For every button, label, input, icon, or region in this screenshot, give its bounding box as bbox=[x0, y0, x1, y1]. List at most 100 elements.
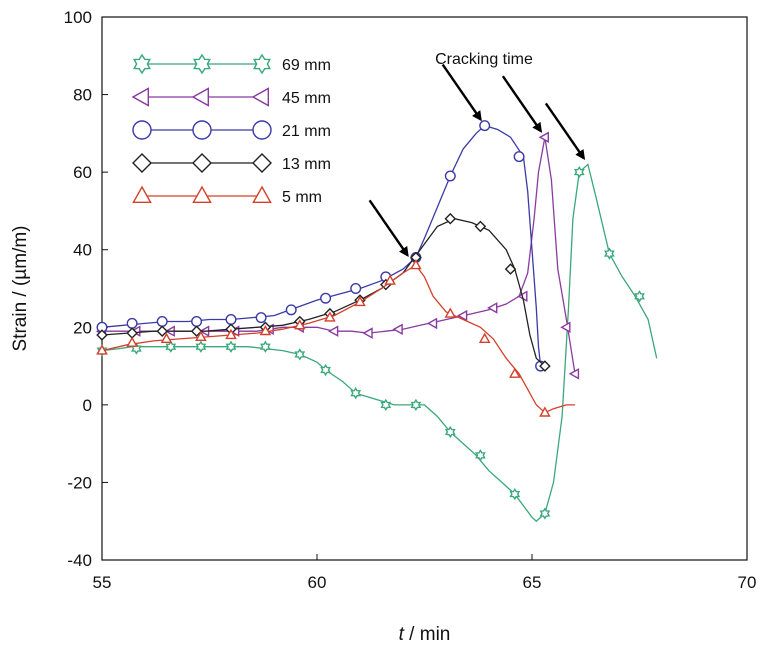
x-axis-unit: / min bbox=[404, 624, 450, 645]
legend-label-69-mm: 69 mm bbox=[282, 57, 331, 74]
plot-axes: -40 -20 0 20 40 60 80 100 55 60 65 70 t / min Strain … bbox=[10, 8, 756, 645]
data-point-45-mm bbox=[362, 327, 373, 339]
data-point-5-mm bbox=[410, 258, 422, 270]
data-point-45-mm bbox=[538, 131, 549, 143]
data-point-5-mm bbox=[96, 344, 108, 355]
cracking-arrow bbox=[501, 75, 543, 133]
data-point-21-mm bbox=[444, 170, 456, 182]
data-point-21-mm bbox=[126, 317, 138, 329]
data-point-45-mm bbox=[327, 325, 339, 337]
data-point-5-mm bbox=[478, 332, 491, 343]
data-point-69-mm bbox=[350, 387, 362, 400]
y-tick-label: -40 bbox=[67, 551, 92, 570]
x-axis-variable: t bbox=[399, 624, 405, 645]
y-tick-label: 80 bbox=[73, 86, 92, 105]
data-point-21-mm bbox=[320, 292, 332, 304]
data-point-45-mm bbox=[426, 317, 438, 330]
data-point-21-mm bbox=[285, 304, 297, 316]
data-point-69-mm bbox=[380, 398, 392, 412]
legend-marker-69-mm bbox=[253, 53, 271, 75]
cracking-arrow bbox=[368, 199, 409, 257]
data-point-45-mm bbox=[456, 309, 468, 322]
data-point-69-mm bbox=[604, 247, 615, 260]
x-tick-label: 60 bbox=[308, 573, 327, 592]
data-point-69-mm bbox=[410, 398, 422, 412]
annotation-text: Cracking time bbox=[435, 51, 533, 68]
data-point-5-mm bbox=[126, 336, 138, 347]
y-tick-label: 40 bbox=[73, 241, 92, 260]
data-point-13-mm bbox=[474, 220, 487, 233]
data-point-5-mm bbox=[509, 367, 521, 378]
data-point-13-mm bbox=[190, 325, 203, 337]
data-point-5-mm bbox=[259, 324, 272, 336]
legend: 69 mm 45 mm 21 mm 13 mm 5 mm bbox=[131, 53, 331, 206]
legend-label-21-mm: 21 mm bbox=[282, 123, 331, 140]
series-69-mm bbox=[96, 163, 658, 523]
data-point-69-mm bbox=[539, 507, 551, 520]
cracking-arrow bbox=[441, 63, 482, 122]
series-line-69-mm bbox=[101, 163, 658, 523]
data-point-69-mm bbox=[320, 363, 331, 377]
plot-frame bbox=[101, 16, 748, 561]
data-point-69-mm bbox=[509, 487, 521, 501]
legend-marker-45-mm bbox=[251, 87, 269, 107]
legend-marker-21-mm bbox=[132, 120, 152, 140]
legend-marker-45-mm bbox=[131, 87, 150, 107]
legend-label-45-mm: 45 mm bbox=[282, 90, 331, 107]
data-point-69-mm bbox=[573, 165, 585, 179]
x-tick-label: 70 bbox=[738, 573, 757, 592]
legend-marker-5-mm bbox=[252, 185, 272, 204]
x-axis-label: t / min bbox=[399, 624, 451, 645]
data-point-21-mm bbox=[350, 283, 362, 295]
legend-entry-13-mm: 13 mm bbox=[132, 153, 331, 173]
legend-marker-13-mm bbox=[192, 153, 212, 173]
legend-marker-21-mm bbox=[252, 120, 272, 140]
data-point-45-mm bbox=[487, 302, 498, 314]
cracking-time-annotation: Cracking time bbox=[368, 51, 586, 257]
data-point-13-mm bbox=[156, 325, 168, 337]
y-tick-label: 100 bbox=[64, 8, 92, 27]
legend-marker-69-mm bbox=[193, 53, 211, 75]
data-point-5-mm bbox=[160, 332, 173, 343]
data-point-45-mm bbox=[568, 368, 580, 380]
data-point-21-mm bbox=[513, 151, 525, 163]
data-point-69-mm bbox=[260, 340, 271, 353]
data-point-69-mm bbox=[225, 340, 237, 353]
data-point-69-mm bbox=[475, 449, 486, 462]
data-point-69-mm bbox=[195, 340, 207, 353]
data-point-69-mm bbox=[294, 348, 306, 361]
legend-marker-13-mm bbox=[132, 153, 152, 173]
y-tick-label: 60 bbox=[73, 163, 92, 182]
data-point-21-mm bbox=[156, 315, 168, 327]
legend-label-5-mm: 5 mm bbox=[282, 189, 322, 206]
cracking-arrow bbox=[544, 102, 586, 161]
data-point-5-mm bbox=[354, 295, 366, 307]
data-point-5-mm bbox=[384, 274, 396, 285]
data-point-13-mm bbox=[444, 212, 457, 225]
legend-marker-5-mm bbox=[132, 185, 152, 204]
y-tick-label: 20 bbox=[73, 318, 92, 337]
legend-entry-45-mm: 45 mm bbox=[131, 87, 331, 107]
x-tick-label: 55 bbox=[93, 573, 112, 592]
x-tick-label: 65 bbox=[523, 573, 542, 592]
data-point-13-mm bbox=[96, 329, 108, 341]
legend-marker-5-mm bbox=[192, 185, 212, 204]
data-point-45-mm bbox=[392, 323, 403, 335]
data-point-13-mm bbox=[539, 360, 551, 372]
legend-marker-13-mm bbox=[252, 153, 272, 173]
data-point-21-mm bbox=[479, 120, 491, 132]
legend-entry-69-mm: 69 mm bbox=[133, 53, 331, 75]
data-point-45-mm bbox=[560, 321, 571, 333]
data-point-5-mm bbox=[195, 330, 207, 341]
y-tick-label: -20 bbox=[67, 473, 92, 492]
data-point-21-mm bbox=[225, 314, 237, 326]
data-point-13-mm bbox=[504, 263, 517, 275]
data-point-69-mm bbox=[165, 340, 177, 353]
legend-entry-5-mm: 5 mm bbox=[132, 185, 322, 206]
legend-entry-21-mm: 21 mm bbox=[132, 120, 331, 140]
legend-label-13-mm: 13 mm bbox=[282, 156, 331, 173]
data-point-69-mm bbox=[444, 425, 456, 439]
legend-marker-45-mm bbox=[191, 87, 210, 107]
series-line-45-mm bbox=[102, 137, 576, 374]
